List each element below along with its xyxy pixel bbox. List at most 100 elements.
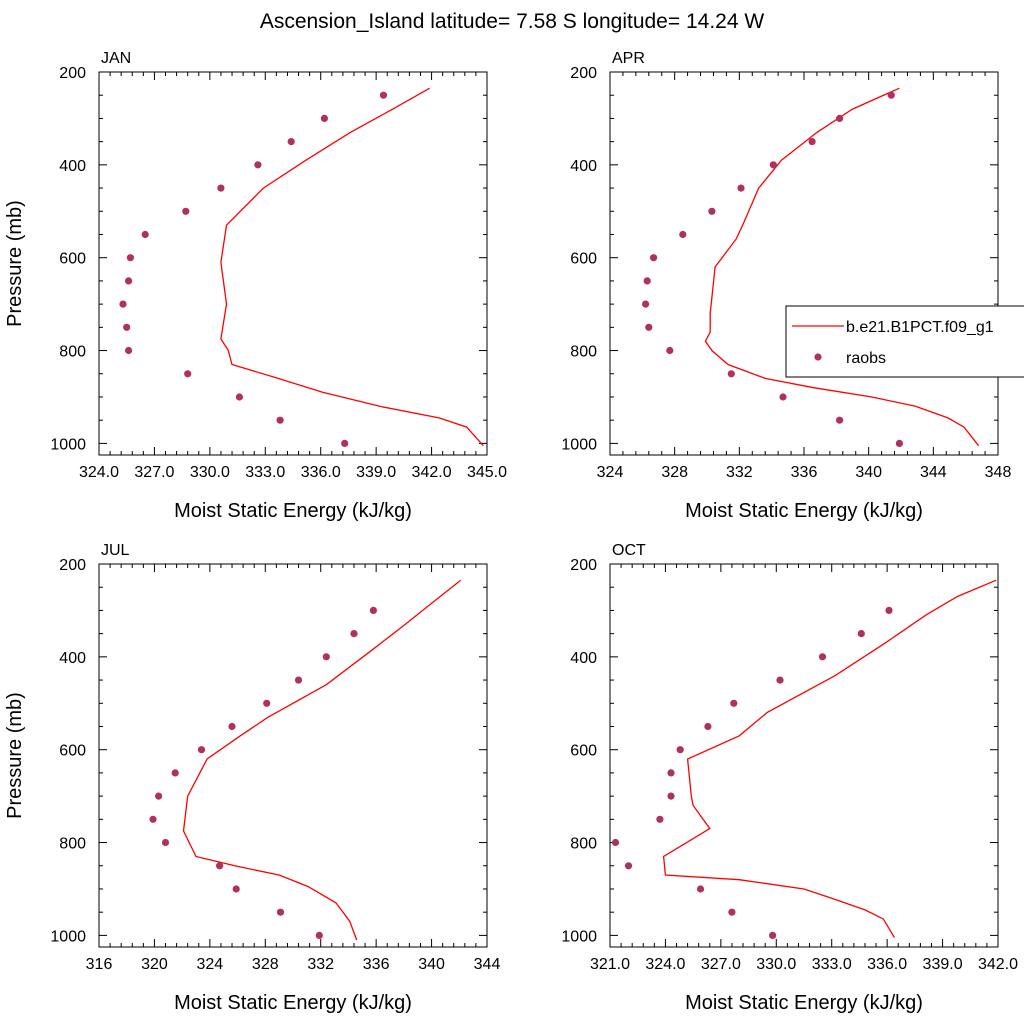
- raobs-point: [885, 606, 893, 615]
- raobs-point: [123, 323, 131, 331]
- raobs-point: [666, 346, 674, 355]
- raobs-point: [679, 230, 687, 239]
- y-tick-label: 800: [59, 344, 86, 361]
- x-tick-label: 348: [985, 464, 1012, 481]
- raobs-point: [276, 908, 285, 916]
- raobs-point: [320, 114, 328, 122]
- x-axis-label: Moist Static Energy (kJ/kg): [685, 500, 923, 522]
- raobs-point: [776, 676, 784, 684]
- raobs-point: [379, 91, 388, 99]
- x-tick-label: 330.0: [756, 956, 796, 973]
- raobs-point: [254, 161, 262, 169]
- raobs-point: [322, 653, 330, 661]
- model-profile-line: [662, 579, 997, 939]
- y-tick-label: 800: [570, 344, 597, 361]
- raobs-point: [216, 862, 224, 870]
- raobs-point: [728, 908, 736, 916]
- x-axis-label: Moist Static Energy (kJ/kg): [174, 500, 412, 522]
- raobs-point: [155, 792, 163, 800]
- plot-frame: [98, 71, 488, 456]
- y-tick-label: 400: [570, 650, 597, 667]
- x-tick-label: 316: [86, 956, 113, 973]
- x-tick-label: 344: [920, 464, 947, 481]
- raobs-point: [769, 931, 777, 940]
- x-tick-label: 336.0: [867, 956, 907, 973]
- y-tick-label: 200: [59, 65, 86, 82]
- raobs-point: [645, 323, 653, 331]
- legend-model-label: b.e21.B1PCT.f09_g1: [846, 319, 994, 336]
- y-tick-label: 1000: [561, 928, 597, 945]
- raobs-point: [611, 838, 620, 847]
- raobs-point: [704, 722, 712, 731]
- y-tick-label: 1000: [561, 436, 597, 453]
- raobs-point: [141, 230, 149, 239]
- legend-obs-label: raobs: [846, 350, 886, 367]
- x-tick-label: 332: [307, 956, 334, 973]
- x-tick-label: 321.0: [590, 956, 630, 973]
- x-tick-label: 328: [661, 464, 688, 481]
- y-tick-label: 600: [570, 251, 597, 268]
- raobs-point: [624, 862, 633, 870]
- x-tick-label: 333.0: [812, 956, 852, 973]
- raobs-point: [182, 207, 190, 215]
- x-tick-label: 339.0: [923, 956, 963, 973]
- raobs-point: [656, 815, 664, 823]
- x-tick-label: 339.0: [356, 464, 396, 481]
- x-tick-label: 336: [791, 464, 818, 481]
- panel-title: OCT: [612, 542, 646, 559]
- y-tick-label: 1000: [50, 928, 86, 945]
- y-tick-label: 1000: [50, 436, 86, 453]
- legend-dot-marker: [814, 353, 822, 361]
- raobs-point: [696, 885, 705, 893]
- raobs-point: [263, 699, 271, 707]
- raobs-point: [276, 416, 284, 424]
- x-tick-label: 342.0: [412, 464, 452, 481]
- raobs-point: [197, 746, 206, 754]
- y-tick-label: 400: [59, 158, 86, 175]
- y-tick-label: 200: [570, 65, 597, 82]
- raobs-point: [667, 769, 675, 777]
- panel-oct: 321.0 324.0 327.0 330.0 333.0 336.0 339.0 342.0…: [561, 542, 1018, 1014]
- raobs-point: [836, 114, 844, 122]
- raobs-point: [184, 370, 192, 378]
- x-tick-label: 324: [197, 956, 224, 973]
- raobs-point: [125, 277, 133, 285]
- panel-jan: 324.0 327.0 330.0 333.0 336.0 339.0 342.0 345.0…: [4, 50, 507, 522]
- y-tick-label: 400: [59, 650, 86, 667]
- x-tick-label: 342.0: [978, 956, 1018, 973]
- plot-frame: [98, 563, 488, 948]
- raobs-point: [171, 769, 179, 777]
- raobs-point: [149, 815, 157, 823]
- raobs-point: [642, 300, 650, 308]
- x-tick-label: 324.0: [645, 956, 685, 973]
- raobs-point: [287, 138, 295, 146]
- raobs-point: [708, 207, 716, 215]
- raobs-point: [676, 746, 684, 754]
- x-tick-label: 340: [418, 956, 445, 973]
- raobs-point: [650, 254, 658, 262]
- y-tick-label: 600: [59, 251, 86, 268]
- raobs-point: [125, 346, 133, 355]
- raobs-point: [769, 161, 777, 169]
- raobs-point: [779, 393, 787, 401]
- raobs-point: [737, 184, 745, 192]
- raobs-point: [667, 792, 675, 800]
- x-axis-label: Moist Static Energy (kJ/kg): [174, 992, 412, 1014]
- raobs-point: [887, 91, 895, 99]
- y-tick-label: 400: [570, 158, 597, 175]
- panel-apr: 324 328 332 336 340 344 348 200 400 600 800 1000 APR…: [561, 50, 1011, 522]
- raobs-point: [217, 184, 225, 192]
- raobs-point: [350, 630, 358, 638]
- x-tick-label: 340: [855, 464, 882, 481]
- raobs-point: [235, 393, 243, 401]
- raobs-point: [895, 439, 904, 447]
- x-tick-label: 327.0: [134, 464, 174, 481]
- y-tick-label: 200: [570, 557, 597, 574]
- x-tick-label: 333.0: [245, 464, 285, 481]
- x-tick-label: 332: [726, 464, 753, 481]
- raobs-point: [341, 439, 349, 447]
- x-tick-label: 336.0: [301, 464, 341, 481]
- y-axis-label: Pressure (mb): [4, 692, 26, 819]
- x-tick-label: 324.0: [79, 464, 119, 481]
